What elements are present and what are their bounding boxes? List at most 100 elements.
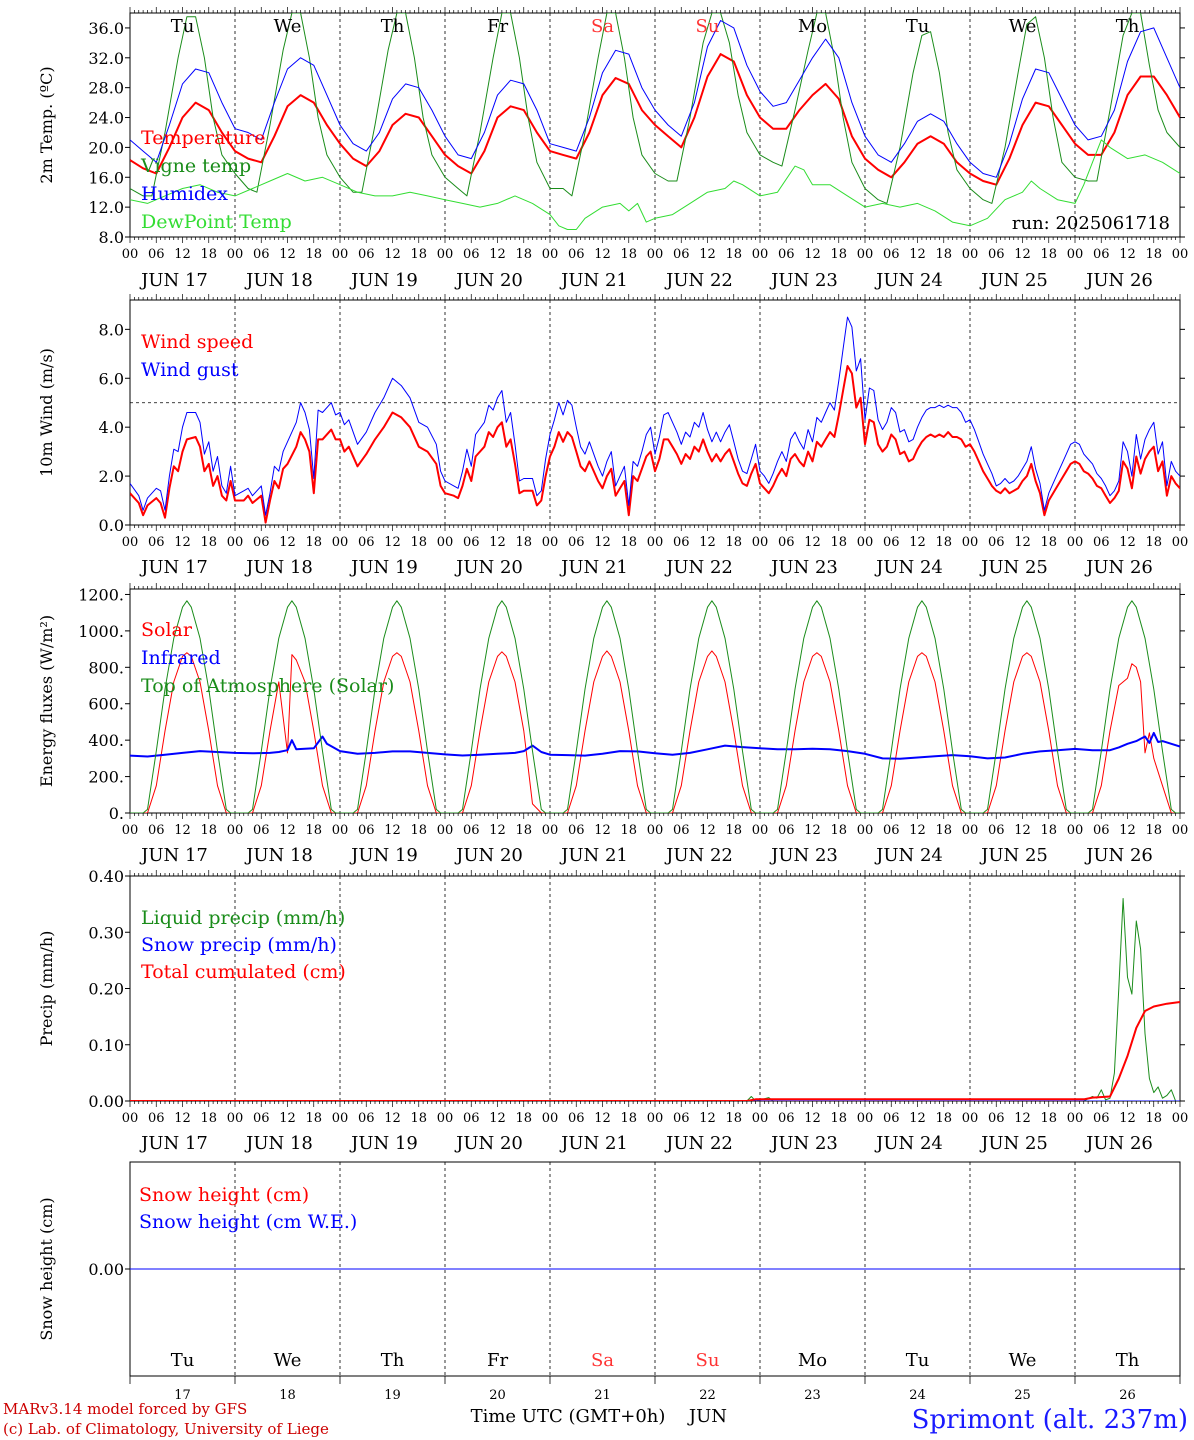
bottom-day-number: 18 — [279, 1388, 296, 1403]
bottom-day-name: Sa — [591, 1350, 614, 1371]
hour-tick-label: 18 — [725, 535, 742, 550]
legend-entry: Vigne temp — [140, 155, 251, 177]
hour-tick-label: 12 — [804, 247, 821, 262]
y-tick-label: 20.0 — [88, 138, 124, 157]
hour-tick-label: 00 — [332, 1111, 349, 1126]
hour-tick-label: 12 — [1014, 247, 1031, 262]
date-label: JUN 22 — [664, 270, 733, 291]
y-tick-label: 0.10 — [88, 1036, 124, 1055]
hour-tick-label: 18 — [935, 1111, 952, 1126]
hour-tick-label: 00 — [122, 823, 139, 838]
day-name-label: We — [1009, 16, 1037, 37]
hour-tick-label: 06 — [883, 1111, 900, 1126]
date-label: JUN 18 — [244, 270, 313, 291]
hour-tick-label: 12 — [489, 247, 506, 262]
legend-entry: Top of Atmosphere (Solar) — [141, 675, 394, 697]
series-line-total-cumulated-cm- — [130, 1001, 1180, 1101]
date-label: JUN 24 — [874, 845, 943, 866]
hour-tick-label: 12 — [909, 823, 926, 838]
date-label: JUN 25 — [979, 270, 1048, 291]
hour-tick-label: 18 — [1040, 535, 1057, 550]
date-label: JUN 23 — [769, 1133, 838, 1154]
series-line-vigne-temp — [130, 13, 1180, 204]
hour-tick-label: 12 — [804, 535, 821, 550]
hour-tick-label: 00 — [962, 535, 979, 550]
y-tick-label: 200. — [88, 768, 124, 787]
bottom-day-number: 20 — [489, 1388, 506, 1403]
hour-tick-label: 00 — [542, 823, 559, 838]
run-label: run: 2025061718 — [1012, 213, 1170, 234]
hour-tick-label: 18 — [830, 535, 847, 550]
hour-tick-label: 06 — [253, 247, 270, 262]
precip-panel: 0.00 0.10 0.20 0.30 0.40 Precip (mm/h) Liquid … — [37, 867, 1188, 1154]
hour-tick-label: 06 — [1093, 1111, 1110, 1126]
hour-tick-label: 06 — [148, 247, 165, 262]
hour-tick-label: 18 — [515, 823, 532, 838]
date-label: JUN 17 — [139, 1133, 208, 1154]
hour-tick-label: 06 — [568, 823, 585, 838]
y-tick-label: 0.40 — [88, 867, 124, 886]
hour-tick-label: 00 — [962, 1111, 979, 1126]
y-axis-label: Snow height (cm) — [37, 1197, 56, 1340]
hour-tick-label: 12 — [804, 1111, 821, 1126]
hour-tick-label: 00 — [752, 1111, 769, 1126]
hour-tick-label: 12 — [174, 823, 191, 838]
hour-tick-label: 06 — [1093, 535, 1110, 550]
hour-tick-label: 12 — [1119, 1111, 1136, 1126]
y-axis-label: Precip (mm/h) — [37, 931, 56, 1047]
temp-panel: 8.0 12.0 16.0 20.0 24.0 28.0 32.0 36.0 2m Temp. … — [37, 7, 1188, 291]
y-tick-label: 24.0 — [88, 109, 124, 128]
date-label: JUN 23 — [769, 557, 838, 578]
hour-tick-label: 00 — [647, 1111, 664, 1126]
date-label: JUN 18 — [244, 557, 313, 578]
hour-tick-label: 00 — [227, 247, 244, 262]
date-label: JUN 23 — [769, 270, 838, 291]
hour-tick-label: 18 — [305, 535, 322, 550]
legend-entry: Infrared — [141, 647, 221, 669]
hour-tick-label: 12 — [1014, 823, 1031, 838]
hour-tick-label: 18 — [1145, 535, 1162, 550]
hour-tick-label: 12 — [174, 535, 191, 550]
hour-tick-label: 00 — [962, 247, 979, 262]
hour-tick-label: 00 — [857, 823, 874, 838]
y-tick-label: 1000. — [78, 622, 124, 641]
hour-tick-label: 12 — [699, 1111, 716, 1126]
hour-tick-label: 18 — [725, 823, 742, 838]
date-label: JUN 22 — [664, 1133, 733, 1154]
station-name: Sprimont (alt. 237m) — [912, 1405, 1188, 1435]
x-axis-title: Time UTC (GMT+0h) — [471, 1406, 666, 1427]
hour-tick-label: 12 — [279, 1111, 296, 1126]
bottom-day-name: Th — [1116, 1350, 1140, 1371]
hour-tick-label: 12 — [1014, 535, 1031, 550]
date-label: JUN 21 — [559, 1133, 628, 1154]
hour-tick-label: 00 — [227, 535, 244, 550]
bottom-day-name: We — [1009, 1350, 1037, 1371]
date-label: JUN 26 — [1084, 845, 1153, 866]
hour-tick-label: 00 — [752, 247, 769, 262]
bottom-day-number: 17 — [174, 1388, 191, 1403]
hour-tick-label: 00 — [437, 535, 454, 550]
hour-tick-label: 18 — [620, 1111, 637, 1126]
date-label: JUN 22 — [664, 845, 733, 866]
wind-panel: 0.0 2.0 4.0 6.0 8.0 10m Wind (m/s) Wind speed W… — [37, 294, 1188, 578]
hour-tick-label: 12 — [279, 247, 296, 262]
hour-tick-label: 18 — [1145, 247, 1162, 262]
hour-tick-label: 12 — [699, 247, 716, 262]
hour-tick-label: 06 — [673, 823, 690, 838]
hour-tick-label: 12 — [279, 535, 296, 550]
hour-tick-label: 06 — [778, 1111, 795, 1126]
hour-tick-label: 12 — [699, 823, 716, 838]
bottom-day-number: 22 — [699, 1388, 716, 1403]
legend-entry: Solar — [141, 619, 193, 641]
legend-entry: Total cumulated (cm) — [141, 961, 346, 983]
date-label: JUN 25 — [979, 845, 1048, 866]
hour-tick-label: 06 — [778, 247, 795, 262]
date-label: JUN 23 — [769, 845, 838, 866]
hour-tick-label: 00 — [437, 247, 454, 262]
hour-tick-label: 18 — [1040, 1111, 1057, 1126]
hour-tick-label: 12 — [174, 247, 191, 262]
date-label: JUN 24 — [874, 557, 943, 578]
date-label: JUN 20 — [454, 845, 523, 866]
hour-tick-label: 12 — [489, 1111, 506, 1126]
